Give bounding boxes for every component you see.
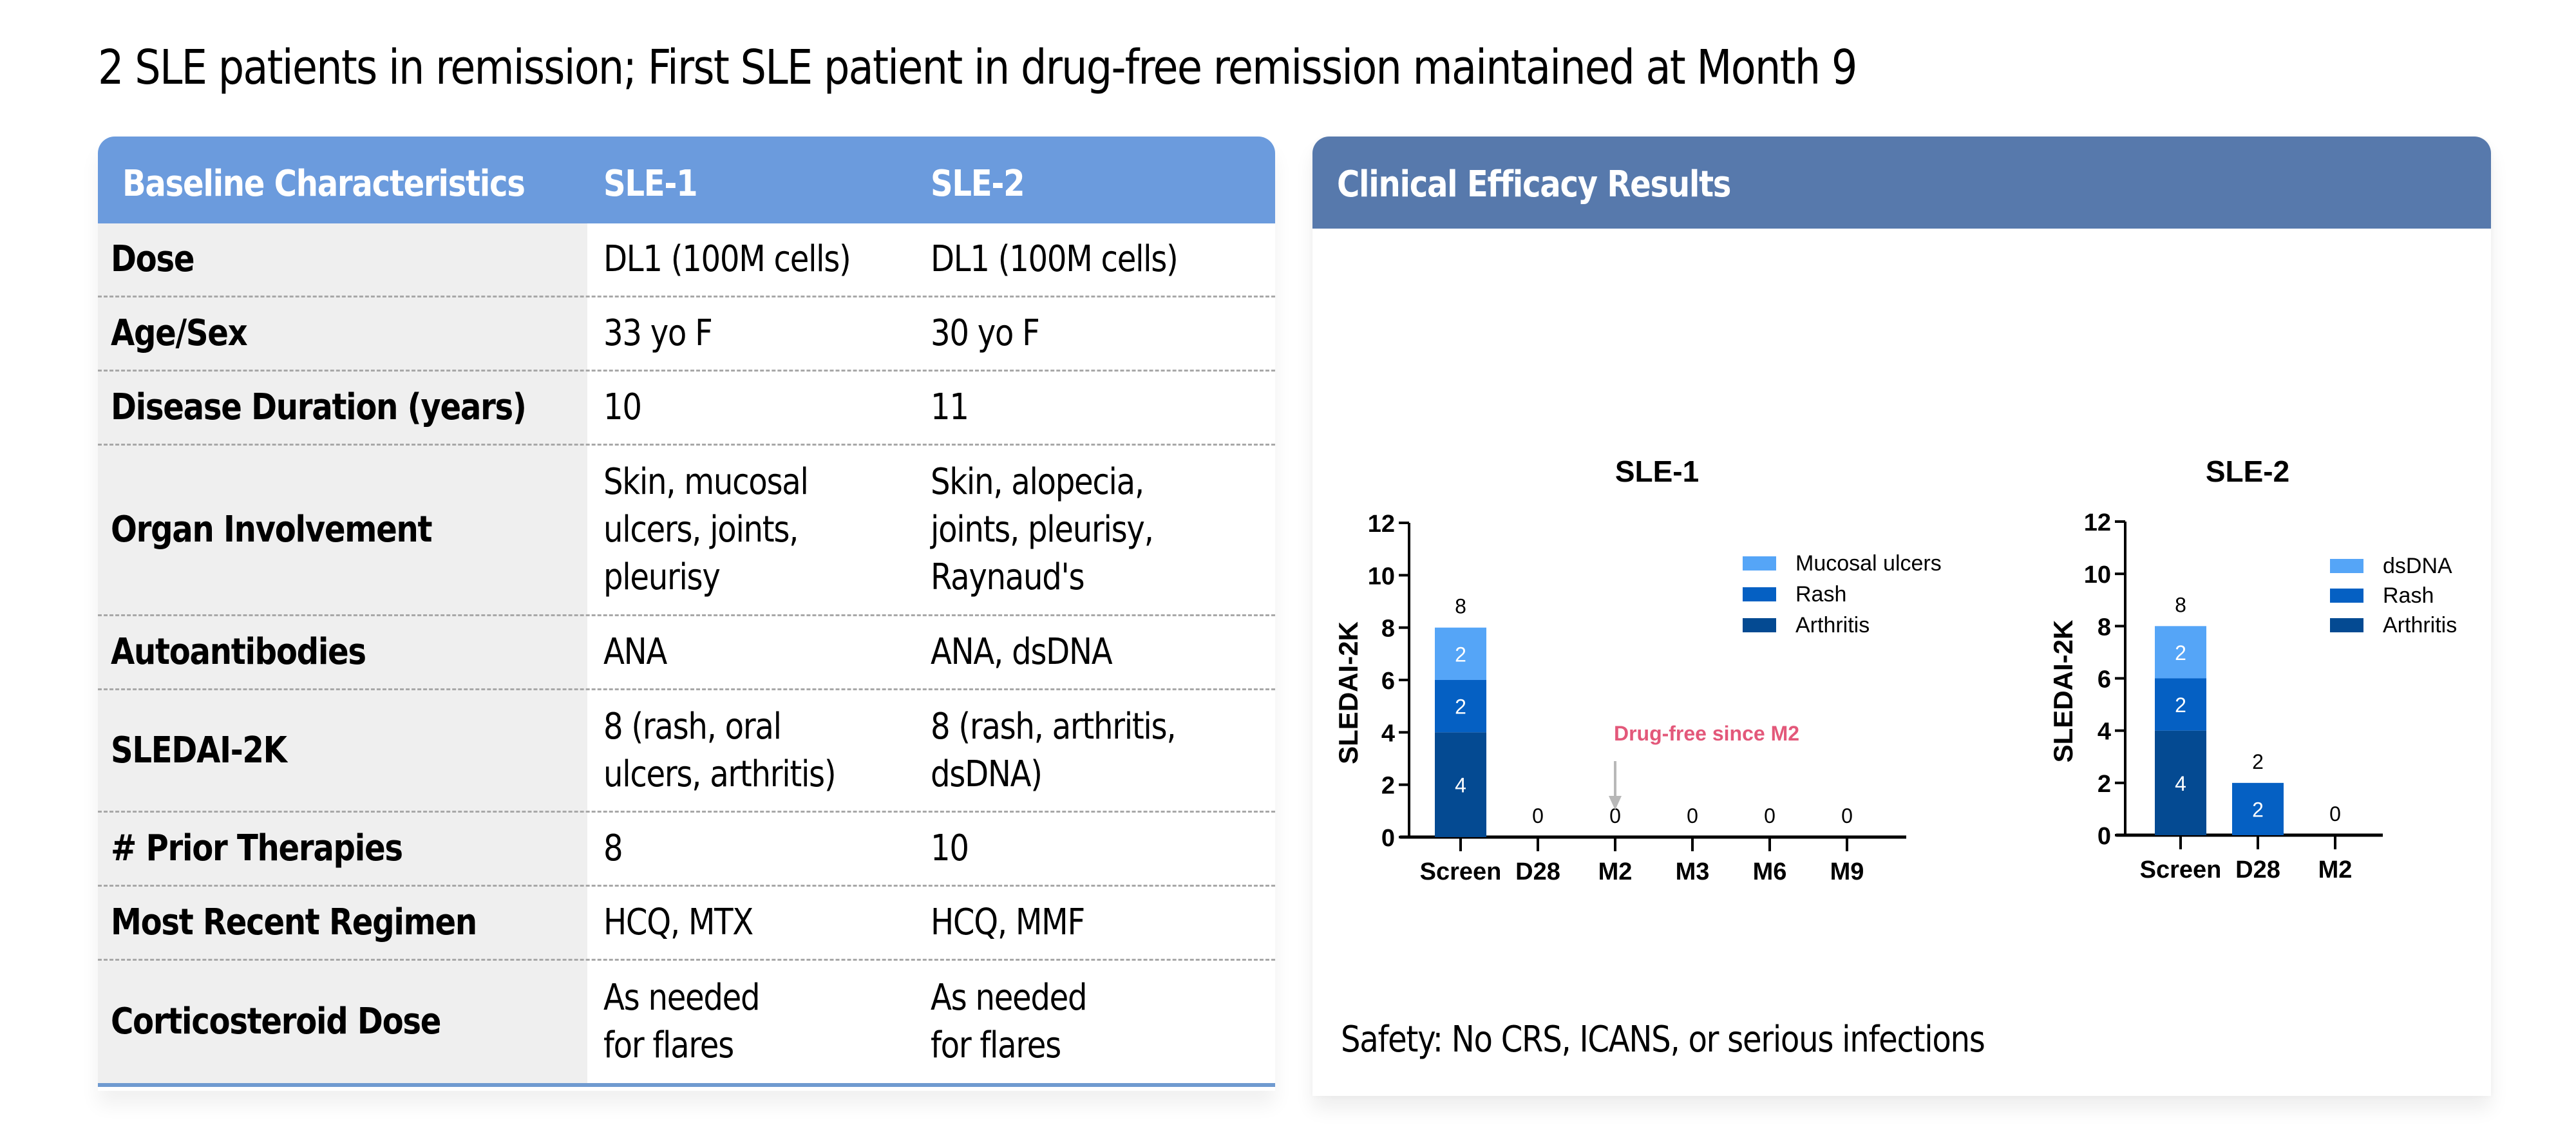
row-value-sle-1: As needed for flares [603,961,785,1083]
table-row: Dose DL1 (100M cells) DL1 (100M cells) [98,223,1275,297]
row-value-sle-2: DL1 (100M cells) [931,223,1218,296]
safety-note: Safety: No CRS, ICANS, or serious infect… [1341,1019,1985,1061]
efficacy-title: Clinical Efficacy Results [1337,164,1731,205]
row-label-text: Organ Involvement [111,509,432,551]
row-value-sle-1-text: DL1 (100M cells) [603,238,851,280]
row-value-sle-2-text: 11 [931,386,969,428]
row-label-text: SLEDAI-2K [111,729,287,771]
row-label-text: Corticosteroid Dose [111,1001,441,1042]
row-value-sle-2: ANA, dsDNA [931,616,1141,688]
row-value-sle-2-text: HCQ, MMF [931,901,1085,943]
row-value-sle-1-text: As needed for flares [603,977,761,1066]
row-value-sle-2-text: ANA, dsDNA [931,631,1113,673]
table-row: SLEDAI-2K 8 (rash, oral ulcers, arthritis… [98,690,1275,813]
row-value-sle-1: 8 [603,813,625,885]
row-value-sle-2: As needed for flares [931,961,1112,1083]
row-value-sle-2: 8 (rash, arthritis, dsDNA) [931,690,1215,811]
row-label: Disease Duration (years) [111,372,594,444]
row-value-sle-2-text: Skin, alopecia, joints, pleurisy, Raynau… [931,461,1154,598]
row-label-text: Age/Sex [111,312,248,354]
row-label-text: # Prior Therapies [111,827,403,869]
row-value-sle-2-text: 8 (rash, arthritis, dsDNA) [931,705,1177,795]
row-label: Corticosteroid Dose [111,961,495,1083]
row-value-sle-1: 8 (rash, oral ulcers, arthritis) [603,690,873,811]
row-label: Organ Involvement [111,446,484,614]
row-value-sle-1-text: 10 [603,386,642,428]
row-label-text: Dose [111,238,195,280]
header-sle-1: SLE-1 [603,163,698,205]
row-label: Most Recent Regimen [111,887,536,959]
efficacy-panel: Clinical Efficacy Results [1312,137,2491,1096]
row-label: Dose [111,223,207,296]
table-row: # Prior Therapies 8 10 [98,813,1275,887]
row-value-sle-2: HCQ, MMF [931,887,1110,959]
row-value-sle-1-text: 8 [603,827,623,869]
baseline-table: Baseline Characteristics SLE-1 SLE-2 Dos… [98,137,1275,1091]
row-value-sle-2-text: 30 yo F [931,312,1040,354]
table-header: Baseline Characteristics SLE-1 SLE-2 [98,137,1275,223]
table-row: Corticosteroid Dose As needed for flares A… [98,961,1275,1083]
row-value-sle-1-text: 8 (rash, oral ulcers, arthritis) [603,705,837,795]
row-value-sle-1-text: 33 yo F [603,312,713,354]
row-value-sle-1: Skin, mucosal ulcers, joints, pleurisy [603,446,841,614]
row-value-sle-2-text: 10 [931,827,969,869]
header-sle-2: SLE-2 [931,163,1025,205]
row-value-sle-1-text: HCQ, MTX [603,901,753,943]
label-column [98,223,587,1083]
row-value-sle-2-text: DL1 (100M cells) [931,238,1179,280]
table-row: Most Recent Regimen HCQ, MTX HCQ, MMF [98,887,1275,961]
table-row: Autoantibodies ANA ANA, dsDNA [98,616,1275,690]
row-value-sle-2-text: As needed for flares [931,977,1088,1066]
row-value-sle-1: DL1 (100M cells) [603,223,891,296]
row-value-sle-2: 11 [931,372,974,444]
row-label: # Prior Therapies [111,813,450,885]
header-baseline-characteristics: Baseline Characteristics [122,163,526,205]
row-value-sle-1-text: Skin, mucosal ulcers, joints, pleurisy [603,461,809,598]
row-value-sle-1-text: ANA [603,631,667,673]
row-label: SLEDAI-2K [111,690,315,811]
row-label-text: Autoantibodies [111,631,366,673]
efficacy-header: Clinical Efficacy Results [1312,137,2491,229]
row-value-sle-2: 30 yo F [931,297,1057,370]
page-title: 2 SLE patients in remission; First SLE p… [98,40,1857,95]
table-row: Age/Sex 33 yo F 30 yo F [98,297,1275,372]
table-bottom-rule [98,1083,1275,1087]
row-value-sle-2: 10 [931,813,974,885]
row-value-sle-1: ANA [603,616,677,688]
row-label: Age/Sex [111,297,269,370]
row-label: Autoantibodies [111,616,407,688]
row-value-sle-2: Skin, alopecia, joints, pleurisy, Raynau… [931,446,1189,614]
table-row: Disease Duration (years) 10 11 [98,372,1275,446]
row-value-sle-1: 10 [603,372,647,444]
row-value-sle-1: HCQ, MTX [603,887,777,959]
row-value-sle-1: 33 yo F [603,297,730,370]
row-label-text: Disease Duration (years) [111,386,527,428]
table-row: Organ Involvement Skin, mucosal ulcers, j… [98,446,1275,616]
row-label-text: Most Recent Regimen [111,901,477,943]
